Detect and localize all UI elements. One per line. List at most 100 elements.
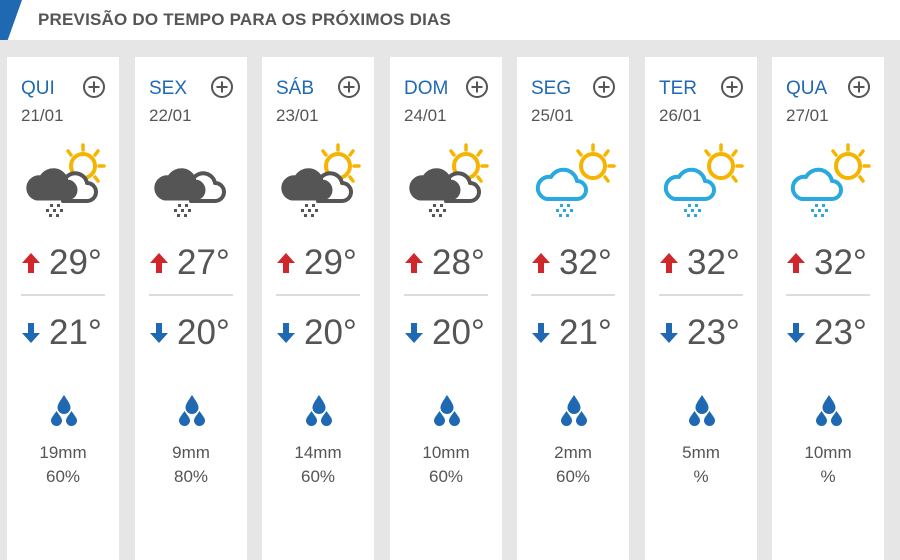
arrow-down-icon (22, 323, 40, 343)
max-temp-value: 29° (49, 243, 102, 282)
day-card-seg: SEG 25/01 (517, 57, 629, 560)
raindrops-icon (306, 395, 332, 426)
rain-drops (46, 204, 63, 217)
arrow-down-icon (532, 323, 550, 343)
min-temp-value: 21° (49, 313, 102, 352)
raindrops-icon (434, 395, 460, 426)
max-temp-value: 27° (177, 243, 230, 282)
day-date: 21/01 (21, 106, 64, 125)
min-temp: 20° (404, 313, 500, 353)
rain-drops (429, 204, 446, 217)
rain-drops (301, 204, 318, 217)
rain-probability: 60% (555, 467, 591, 486)
rain-drops (811, 204, 828, 217)
cloud-front (663, 167, 716, 201)
dark-cloud-sun-rain-icon (281, 143, 361, 217)
arrow-up-icon (787, 253, 805, 273)
rain-amount: 19mm (39, 443, 87, 462)
day-card-sáb: SÁB 23/01 (262, 57, 374, 560)
day-date: 22/01 (149, 106, 192, 125)
cloud-front (281, 168, 333, 201)
arrow-down-icon (405, 323, 423, 343)
rain-amount: 5mm (682, 443, 720, 462)
plus-circle-icon[interactable] (847, 75, 871, 99)
day-name: QUA (786, 78, 828, 99)
max-temp: 27° (149, 243, 245, 283)
plus-circle-icon[interactable] (82, 75, 106, 99)
max-temp: 32° (531, 243, 627, 283)
temp-divider (276, 294, 360, 296)
forecast-title: PREVISÃO DO TEMPO PARA OS PRÓXIMOS DIAS (38, 10, 452, 29)
arrow-up-icon (532, 253, 550, 273)
day-date: 26/01 (659, 106, 702, 125)
max-temp: 32° (786, 243, 882, 283)
day-name: DOM (404, 78, 449, 99)
plus-circle-icon[interactable] (720, 75, 744, 99)
arrow-up-icon (277, 253, 295, 273)
min-temp-value: 20° (177, 313, 230, 352)
max-temp-value: 28° (432, 243, 485, 282)
header-accent (0, 0, 22, 40)
day-card-sex: SEX 22/01 27° (135, 57, 247, 560)
blue-cloud-sun-rain-icon (663, 143, 744, 217)
temp-divider (149, 294, 233, 296)
raindrops-icon (561, 395, 587, 426)
raindrops-icon (689, 395, 715, 426)
cloud-front (154, 168, 206, 201)
day-name: SEG (531, 78, 572, 99)
cloud-front (790, 167, 843, 201)
plus-circle-icon[interactable] (465, 75, 489, 99)
max-temp-value: 29° (304, 243, 357, 282)
cloud-front (26, 168, 78, 201)
day-date: 25/01 (531, 106, 574, 125)
rain-probability: % (693, 467, 709, 486)
plus-circle-icon[interactable] (592, 75, 616, 99)
arrow-up-icon (660, 253, 678, 273)
rain-probability: 60% (300, 467, 336, 486)
rain-probability: 80% (173, 467, 209, 486)
max-temp: 28° (404, 243, 500, 283)
cloud-front (535, 167, 588, 201)
min-temp-value: 23° (814, 313, 867, 352)
raindrops-icon (816, 395, 842, 426)
dark-cloud-rain-icon (154, 168, 226, 217)
min-temp-value: 20° (304, 313, 357, 352)
max-temp-value: 32° (814, 243, 867, 282)
min-temp: 20° (149, 313, 245, 353)
day-date: 27/01 (786, 106, 829, 125)
rain-probability: 60% (428, 467, 464, 486)
arrow-up-icon (22, 253, 40, 273)
day-card-qua: QUA 27/01 (772, 57, 884, 560)
day-date: 24/01 (404, 106, 447, 125)
day-name: SEX (149, 78, 188, 99)
rain-amount: 14mm (294, 443, 342, 462)
blue-cloud-sun-rain-icon (535, 143, 616, 217)
arrow-up-icon (405, 253, 423, 273)
dark-cloud-sun-rain-icon (26, 143, 106, 217)
arrow-down-icon (660, 323, 678, 343)
arrow-down-icon (277, 323, 295, 343)
max-temp: 32° (659, 243, 755, 283)
day-name: SÁB (276, 78, 315, 99)
rain-amount: 9mm (172, 443, 210, 462)
min-temp: 21° (21, 313, 117, 353)
arrow-up-icon (150, 253, 168, 273)
temp-divider (531, 294, 615, 296)
plus-circle-icon[interactable] (210, 75, 234, 99)
min-temp: 20° (276, 313, 372, 353)
max-temp-value: 32° (687, 243, 740, 282)
max-temp-value: 32° (559, 243, 612, 282)
min-temp-value: 21° (559, 313, 612, 352)
plus-circle-icon[interactable] (337, 75, 361, 99)
forecast-header: PREVISÃO DO TEMPO PARA OS PRÓXIMOS DIAS (0, 0, 900, 40)
forecast-days: QUI 21/01 (7, 57, 900, 560)
raindrops-icon (179, 395, 205, 426)
day-card-qui: QUI 21/01 (7, 57, 119, 560)
min-temp: 23° (786, 313, 882, 353)
sun-icon (831, 143, 871, 183)
dark-cloud-sun-rain-icon (409, 143, 489, 217)
rain-drops (684, 204, 701, 217)
day-date: 23/01 (276, 106, 319, 125)
rain-drops (174, 204, 191, 217)
rain-amount: 2mm (554, 443, 592, 462)
